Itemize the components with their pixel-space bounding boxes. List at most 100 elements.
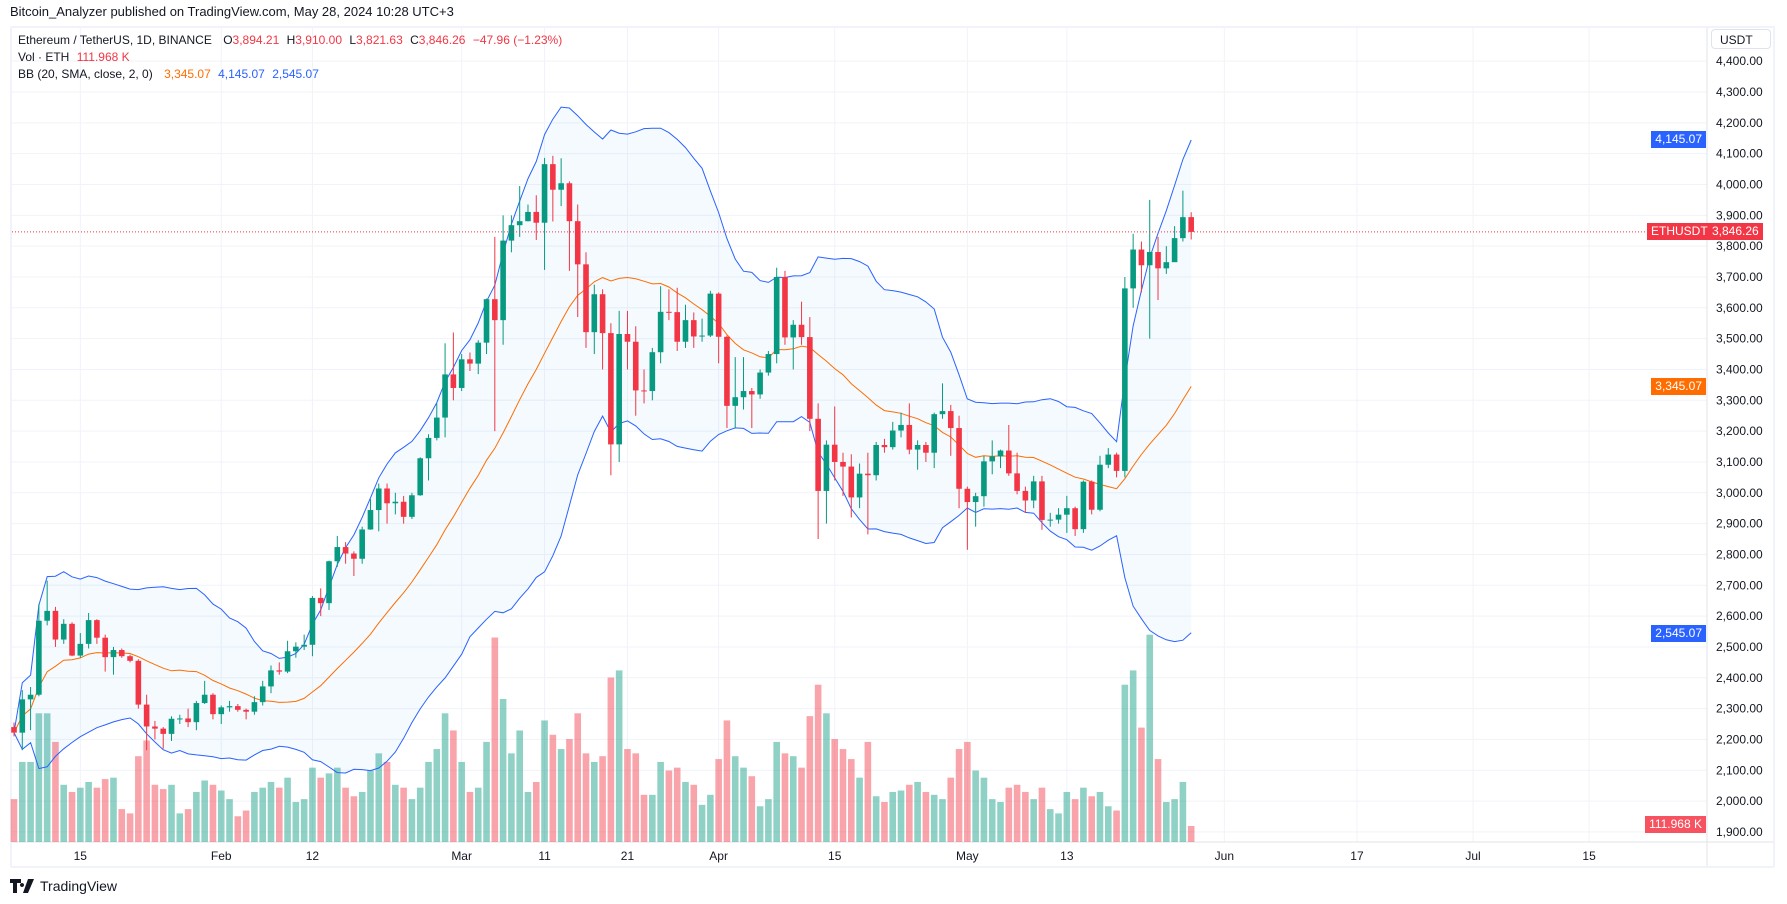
volume-bar: [1063, 791, 1071, 842]
candle-body: [840, 461, 846, 467]
time-tick-label: 15: [828, 849, 842, 863]
chart-frame: [10, 26, 1775, 868]
candle-body: [60, 623, 67, 640]
price-tick-label: 3,900.00: [1716, 208, 1763, 222]
low-value: 3,821.63: [356, 33, 403, 47]
candle-body: [226, 706, 233, 708]
volume-bar: [267, 781, 275, 842]
volume-bar: [574, 713, 582, 842]
candle-body: [210, 694, 216, 715]
volume-bar: [781, 753, 789, 842]
candle-body: [118, 650, 125, 657]
candle-body: [682, 320, 689, 342]
price-tick-label: 2,400.00: [1716, 671, 1763, 685]
price-tick-label: 2,500.00: [1716, 640, 1763, 654]
volume-badge: 111.968 K: [1645, 816, 1706, 833]
time-tick-label: Jun: [1215, 849, 1234, 863]
candle-body: [235, 706, 241, 710]
bb-upper-line: [13, 106, 1192, 733]
candle-body: [931, 414, 937, 453]
bb-upper-value: 4,145.07: [218, 67, 265, 81]
volume-bar: [43, 713, 51, 842]
price-tick-label: 3,000.00: [1716, 486, 1763, 500]
price-tick-label: 3,700.00: [1716, 270, 1763, 284]
tradingview-footer[interactable]: TradingView: [10, 878, 117, 894]
volume-bars: [10, 634, 1195, 842]
volume-bar: [549, 734, 557, 842]
volume-bar: [773, 741, 780, 842]
candle-body: [856, 473, 863, 498]
candle-body: [1163, 262, 1170, 269]
volume-bar: [847, 759, 855, 842]
volume-bar: [1138, 727, 1145, 842]
candle-body: [1146, 252, 1153, 266]
candle-body: [790, 324, 797, 338]
candle-body: [889, 430, 896, 448]
volume-bar: [789, 756, 797, 842]
symbol-price-badge: ETHUSDT: [1647, 223, 1712, 241]
volume-bar: [765, 799, 772, 842]
volume-bar: [964, 741, 971, 842]
volume-bar: [508, 753, 515, 842]
volume-bar: [1154, 759, 1162, 842]
candle-body: [632, 341, 639, 391]
currency-button[interactable]: USDT: [1711, 29, 1771, 49]
volume-bar: [872, 796, 880, 842]
volume-bar: [425, 761, 432, 842]
bb-lower-value: 2,545.07: [272, 67, 319, 81]
candle-body: [773, 276, 780, 355]
candle-body: [508, 225, 515, 241]
candle-body: [268, 670, 274, 687]
candle-body: [881, 445, 888, 448]
volume-bar: [209, 784, 217, 842]
grid: [12, 28, 1707, 842]
candle-body: [699, 335, 705, 337]
volume-bar: [1046, 809, 1054, 842]
candle-body: [516, 221, 523, 226]
candle-body: [152, 726, 158, 729]
candle-body: [1130, 249, 1136, 289]
candle-body: [309, 597, 316, 645]
candle-body: [102, 637, 108, 658]
volume-bar: [450, 730, 457, 842]
candle-body: [276, 670, 283, 672]
price-tick-label: 3,400.00: [1716, 362, 1763, 376]
bb-fill: [14, 107, 1192, 774]
bb-legend: BB (20, SMA, close, 2, 0) 3,345.07 4,145…: [18, 67, 323, 81]
volume-bar: [673, 767, 681, 842]
candle-body: [690, 320, 697, 337]
candle-body: [143, 704, 150, 727]
volume-bar: [997, 801, 1004, 842]
price-tick-label: 2,900.00: [1716, 517, 1763, 531]
time-tick-label: Apr: [709, 849, 728, 863]
volume-bar: [615, 670, 623, 842]
volume-bar: [665, 770, 673, 842]
candle-body: [342, 547, 349, 554]
time-tick-label: May: [956, 849, 979, 863]
candle-body: [201, 694, 208, 704]
bb-basis-value: 3,345.07: [164, 67, 211, 81]
candle-body: [807, 337, 813, 419]
candle-body: [865, 473, 871, 476]
volume-bar: [151, 784, 159, 842]
time-tick-label: 13: [1060, 849, 1074, 863]
volume-bar: [955, 749, 963, 842]
candle-body: [757, 372, 763, 395]
volume-bar: [135, 756, 142, 842]
price-tick-label: 2,100.00: [1716, 763, 1763, 777]
price-tick-label: 2,200.00: [1716, 732, 1763, 746]
time-tick-label: Jul: [1465, 849, 1480, 863]
volume-bar: [607, 677, 615, 842]
open-label: O: [223, 33, 233, 47]
candle-body: [616, 334, 622, 445]
candle-body: [641, 390, 647, 392]
time-tick-label: 15: [1582, 849, 1596, 863]
bb-lower-line: [13, 415, 1192, 774]
volume-bar: [599, 756, 606, 842]
volume-bar: [624, 749, 631, 842]
candle-body: [1138, 249, 1145, 266]
volume-bar: [77, 787, 84, 842]
candle-body: [409, 495, 415, 517]
candle-body: [798, 324, 805, 338]
